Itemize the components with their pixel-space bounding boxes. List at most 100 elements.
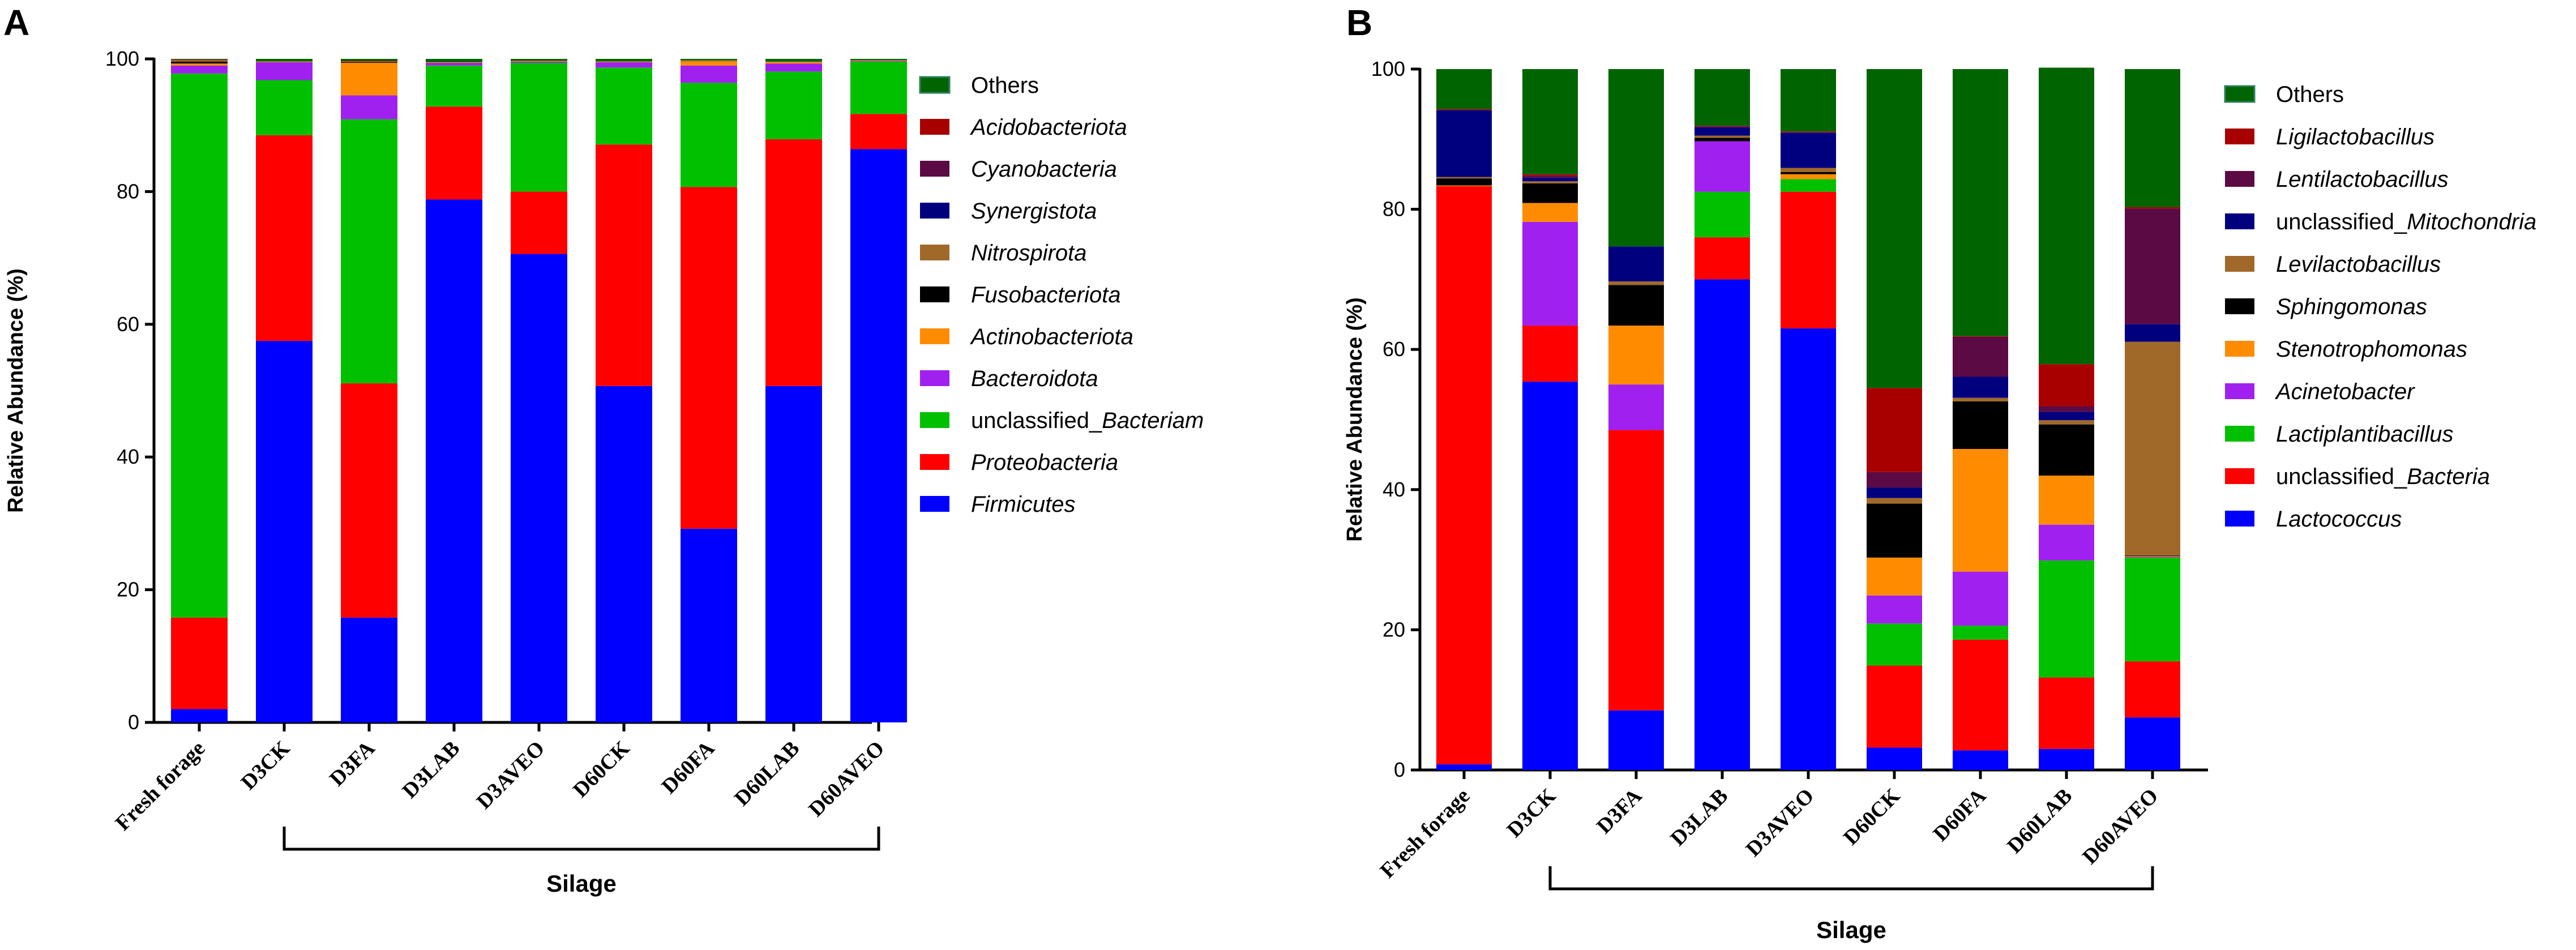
bar-a-fresh-forage-firmicutes <box>171 709 228 722</box>
legend-swatch-a-firmicutes <box>920 496 949 512</box>
legend-label-b-unclassified-bacteria: unclassified_Bacteria <box>2276 464 2490 489</box>
legend-label-b-lentilactobacillus: Lentilactobacillus <box>2276 167 2449 192</box>
bar-stack-a-d60fa <box>681 59 737 722</box>
bar-b-fresh-forage-lactococcus <box>1436 764 1492 770</box>
y-tick-label-b: 60 <box>1383 337 1405 361</box>
bar-a-d60fa-proteobacteria <box>681 187 737 529</box>
bar-b-d3lab-levilactobacillus <box>1694 135 1750 138</box>
bar-b-d60ck-others <box>1867 69 1922 388</box>
bar-b-d60fa-acinetobacter <box>1953 571 2008 626</box>
bar-b-d3ck-ligilactobacillus <box>1522 174 1578 176</box>
legend-label-a-actinobacteriota: Actinobacteriota <box>970 324 1133 349</box>
bar-b-d60ck-acinetobacter <box>1867 595 1922 624</box>
bar-b-d3aveo-unclassified-bacteria <box>1781 191 1836 329</box>
bar-stack-a-d3aveo <box>511 59 567 722</box>
bar-b-d3fa-unclassified-bacteria <box>1608 430 1664 711</box>
legend-label-b-acinetobacter: Acinetobacter <box>2275 379 2415 404</box>
bar-a-fresh-forage-proteobacteria <box>171 617 228 709</box>
y-tick-label-a: 0 <box>128 711 139 734</box>
bar-b-d3ck-stenotrophomonas <box>1522 203 1578 222</box>
y-axis-label-a: Relative Abundance (%) <box>4 268 28 512</box>
bar-b-d60aveo-acinetobacter <box>2125 557 2180 558</box>
bar-b-d3aveo-ligilactobacillus <box>1781 131 1836 132</box>
bar-b-d60aveo-others <box>2125 69 2180 207</box>
bar-b-d60lab-others <box>2039 67 2094 365</box>
bar-b-d3fa-sphingomonas <box>1608 285 1664 326</box>
bar-b-d60aveo-levilactobacillus <box>2125 341 2180 556</box>
bar-b-d60aveo-lentilactobacillus <box>2125 208 2180 324</box>
bar-b-d3aveo-unclassified-mitochondria <box>1781 132 1836 168</box>
bar-a-d3fa-firmicutes <box>341 617 397 722</box>
bar-b-d60fa-unclassified-bacteria <box>1953 639 2008 751</box>
bar-a-d3lab-firmicutes <box>426 199 482 722</box>
bar-a-d3fa-proteobacteria <box>341 383 397 618</box>
x-tick-label-b: D3LAB <box>1666 784 1733 851</box>
bar-b-d3fa-others <box>1608 69 1664 247</box>
bar-b-d60lab-lactiplantibacillus <box>2039 560 2094 678</box>
bar-b-fresh-forage-unclassified-bacteria <box>1436 186 1492 765</box>
x-tick-label-b: D60LAB <box>2002 784 2077 858</box>
bar-b-d3ck-unclassified-mitochondria <box>1522 177 1578 182</box>
bar-a-d60aveo-actinobacteriota <box>850 60 907 61</box>
legend-swatch-a-cyanobacteria <box>920 161 949 177</box>
x-tick-label-b: Fresh forage <box>1376 784 1475 883</box>
bar-stack-b-fresh-forage <box>1436 69 1492 770</box>
bar-a-d3aveo-unclassified-bacteriam <box>511 63 567 192</box>
legend-swatch-b-unclassified-mitochondria <box>2225 213 2254 229</box>
bar-b-d3ck-lactococcus <box>1522 382 1578 770</box>
bar-b-d3aveo-levilactobacillus <box>1781 168 1836 172</box>
bar-b-d60aveo-ligilactobacillus <box>2125 207 2180 209</box>
bar-a-d3lab-actinobacteriota <box>426 62 482 63</box>
bar-stack-a-d60ck <box>596 59 652 722</box>
legend-label-a-others: Others <box>971 73 1039 98</box>
x-tick-label-a: D3AVEO <box>472 737 550 814</box>
legend-swatch-b-lactiplantibacillus <box>2225 426 2254 442</box>
bar-stack-a-d3lab <box>426 59 482 722</box>
legend-swatch-a-others <box>919 76 951 94</box>
bar-a-d60lab-unclassified-bacteriam <box>765 71 822 139</box>
bar-b-fresh-forage-unclassified-mitochondria <box>1436 110 1492 177</box>
x-tick-label-a: D3FA <box>325 736 380 791</box>
legend-swatch-a-actinobacteriota <box>920 328 949 344</box>
bar-b-d60lab-stenotrophomonas <box>2039 476 2094 525</box>
bar-a-fresh-forage-actinobacteriota <box>171 63 228 66</box>
legend-label-b-unclassified-mitochondria: unclassified_Mitochondria <box>2276 209 2536 234</box>
legend-label-b-sphingomonas: Sphingomonas <box>2276 294 2427 319</box>
legend-swatch-b-sphingomonas <box>2225 298 2254 314</box>
legend-swatch-b-unclassified-bacteria <box>2225 468 2254 484</box>
bar-b-d3fa-levilactobacillus <box>1608 281 1664 285</box>
legend-swatch-b-others <box>2224 85 2256 103</box>
bar-b-d60fa-unclassified-mitochondria <box>1953 376 2008 398</box>
bar-a-d3ck-proteobacteria <box>256 135 313 341</box>
bar-a-d60ck-unclassified-bacteriam <box>596 67 652 145</box>
x-tick-label-b: D3CK <box>1503 784 1561 842</box>
bar-b-d60aveo-sphingomonas <box>2125 555 2180 557</box>
legend-label-a-cyanobacteria: Cyanobacteria <box>971 157 1117 182</box>
bar-a-d3aveo-proteobacteria <box>511 191 567 254</box>
bar-b-d60lab-ligilactobacillus <box>2039 364 2094 406</box>
bar-b-fresh-forage-others <box>1436 69 1492 109</box>
bar-stack-a-fresh-forage <box>171 59 228 722</box>
bar-stack-b-d60fa <box>1953 69 2008 770</box>
bar-stack-a-d60aveo <box>850 59 907 723</box>
silage-bracket-b <box>1548 866 2154 891</box>
bar-a-fresh-forage-acidobacteriota <box>171 59 228 61</box>
bar-stack-a-d60lab <box>765 59 822 722</box>
bar-b-d60fa-lactococcus <box>1953 750 2008 770</box>
y-tick-label-b: 100 <box>1371 57 1405 80</box>
bar-b-d3lab-acinetobacter <box>1694 141 1750 192</box>
bar-a-d3lab-others <box>426 59 482 62</box>
y-tick-label-a: 80 <box>117 179 139 203</box>
bar-b-d60lab-levilactobacillus <box>2039 420 2094 425</box>
bar-a-d3fa-acidobacteriota <box>341 61 397 62</box>
legend-label-a-proteobacteria: Proteobacteria <box>971 450 1118 475</box>
x-tick-label-a: D3CK <box>237 736 295 794</box>
bar-b-d3fa-unclassified-mitochondria <box>1608 246 1664 282</box>
bar-stack-b-d3fa <box>1608 69 1664 770</box>
bar-b-fresh-forage-levilactobacillus <box>1436 177 1492 179</box>
bar-b-d60fa-others <box>1953 69 2008 336</box>
bar-b-d3lab-lactococcus <box>1694 279 1750 770</box>
bar-b-d3lab-unclassified-mitochondria <box>1694 127 1750 136</box>
silage-bracket-a <box>283 827 880 851</box>
